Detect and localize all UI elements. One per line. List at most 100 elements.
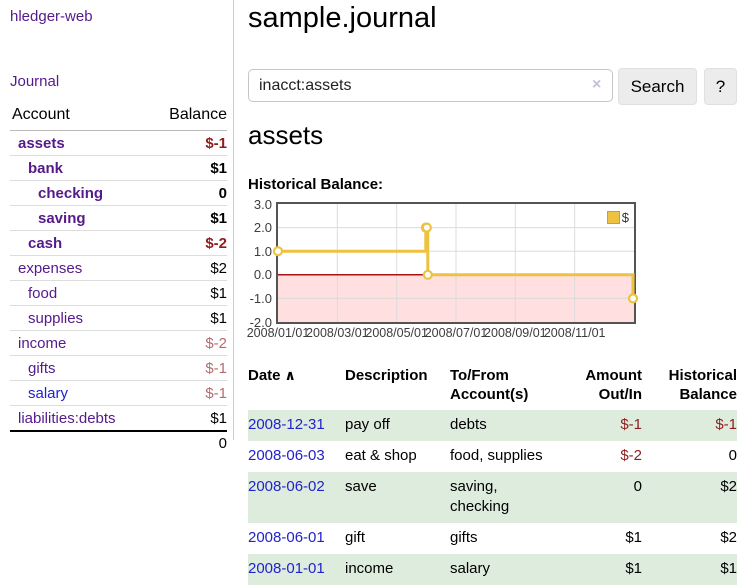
- transaction-balance: 0: [728, 447, 737, 464]
- sidebar-account-link[interactable]: supplies: [28, 309, 84, 327]
- account-column-header: Account: [12, 106, 70, 123]
- sidebar-accounts-header: Account Balance: [10, 104, 227, 131]
- search-button[interactable]: Search: [618, 68, 697, 105]
- transaction-row[interactable]: 2008-12-31 pay off debts $-1 $-1: [248, 410, 737, 441]
- transaction-description: eat & shop: [345, 447, 417, 464]
- y-axis-tick-label: 1.0: [253, 243, 272, 259]
- transaction-description: save: [345, 478, 377, 495]
- sidebar-account-balance: $-1: [205, 359, 227, 377]
- tofrom-column-header: To/From Account(s): [450, 367, 529, 403]
- transactions-header-row: Date ∧ Description To/From Account(s) Amo…: [248, 364, 737, 410]
- balance-column-header: Historical Balance: [668, 367, 737, 403]
- date-header-label: Date: [248, 367, 281, 384]
- transaction-balance: $1: [720, 560, 737, 577]
- sidebar-account-balance: $-1: [205, 134, 227, 152]
- transaction-balance: $2: [720, 529, 737, 546]
- chart-legend: $: [606, 210, 629, 225]
- sidebar-account-balance: $1: [210, 159, 227, 177]
- data-point-marker: [272, 246, 284, 257]
- balance-chart[interactable]: $: [272, 202, 639, 324]
- transaction-date-link[interactable]: 2008-06-03: [248, 447, 325, 464]
- sidebar-account-row: liabilities:debts $1: [10, 406, 227, 431]
- date-column-header[interactable]: Date ∧: [248, 364, 345, 410]
- sidebar-account-link[interactable]: gifts: [28, 359, 56, 377]
- transaction-accounts: salary: [450, 560, 491, 577]
- sidebar-account-link[interactable]: salary: [28, 384, 69, 402]
- y-axis-tick-label: -1.0: [249, 290, 272, 306]
- transaction-row[interactable]: 2008-06-01 gift gifts $1 $2: [248, 523, 737, 554]
- x-axis-tick-label: 2008/07/01: [424, 326, 488, 340]
- sidebar-account-link[interactable]: bank: [28, 159, 64, 177]
- transaction-description: pay off: [345, 416, 390, 433]
- legend-label: $: [621, 210, 629, 225]
- chart-canvas: [272, 204, 639, 322]
- description-column-header: Description: [345, 367, 428, 384]
- sidebar-account-row: income $-2: [10, 331, 227, 356]
- chart-title: Historical Balance:: [248, 176, 384, 193]
- help-button[interactable]: ?: [704, 68, 737, 105]
- y-axis-tick-label: 3.0: [253, 196, 272, 212]
- account-heading: assets: [248, 120, 324, 150]
- sidebar-divider: [233, 0, 234, 440]
- sidebar-accounts: assets $-1 bank $1 checking 0 saving $1 cash $-2 e…: [10, 131, 227, 431]
- sidebar-account-balance: $-1: [205, 384, 227, 402]
- sidebar-account-row: food $1: [10, 281, 227, 306]
- legend-swatch: [606, 211, 620, 224]
- sidebar-account-row: supplies $1: [10, 306, 227, 331]
- transaction-row[interactable]: 2008-06-03 eat & shop food, supplies $-2 0: [248, 441, 737, 472]
- transaction-date-link[interactable]: 2008-12-31: [248, 416, 325, 433]
- transaction-balance: $-1: [715, 416, 737, 433]
- transactions-table: Date ∧ Description To/From Account(s) Amo…: [248, 364, 737, 585]
- sidebar-account-row: salary $-1: [10, 381, 227, 406]
- sidebar-account-link[interactable]: checking: [38, 184, 104, 202]
- sidebar-accounts-table: Account Balance assets $-1 bank $1 checking 0…: [10, 104, 227, 455]
- transaction-date-link[interactable]: 2008-01-01: [248, 560, 325, 577]
- x-axis-tick-label: 2008/01/01: [246, 326, 310, 340]
- sidebar-account-link[interactable]: saving: [38, 209, 86, 227]
- transaction-accounts: saving, checking: [450, 478, 510, 515]
- data-point-marker: [627, 293, 639, 304]
- balance-column-header: Balance: [169, 106, 227, 123]
- x-axis-tick-label: 2008/03/01: [306, 326, 369, 340]
- search-input[interactable]: [248, 69, 613, 102]
- data-point-marker: [421, 222, 432, 233]
- sidebar-account-link[interactable]: cash: [28, 234, 63, 252]
- x-axis-tick-label: 2008/09/01: [484, 326, 547, 340]
- sidebar-account-link[interactable]: food: [28, 284, 58, 302]
- sidebar-account-balance: $-2: [205, 234, 227, 252]
- transaction-amount: 0: [633, 478, 642, 495]
- sidebar-account-balance: $1: [210, 409, 227, 427]
- sidebar-account-row: bank $1: [10, 156, 227, 181]
- clear-search-icon[interactable]: ×: [592, 76, 602, 93]
- transaction-accounts: gifts: [450, 529, 478, 546]
- y-axis-tick-label: 0.0: [253, 267, 272, 283]
- sidebar-account-row: saving $1: [10, 206, 227, 231]
- sidebar-item-journal[interactable]: Journal: [10, 73, 60, 90]
- sidebar-account-row: expenses $2: [10, 256, 227, 281]
- sidebar-account-row: gifts $-1: [10, 356, 227, 381]
- app-brand-link[interactable]: hledger-web: [10, 8, 93, 25]
- x-axis-tick-label: 2008/11/01: [543, 326, 606, 340]
- transaction-amount: $1: [625, 560, 642, 577]
- transaction-description: gift: [345, 529, 366, 546]
- y-axis-tick-label: 2.0: [253, 220, 272, 236]
- transaction-date-link[interactable]: 2008-06-02: [248, 478, 325, 495]
- amount-column-header: Amount Out/In: [585, 367, 642, 403]
- transaction-amount: $-2: [620, 447, 642, 464]
- transaction-amount: $-1: [620, 416, 642, 433]
- sidebar-account-balance: $1: [210, 284, 227, 302]
- sidebar-account-row: cash $-2: [10, 231, 227, 256]
- transaction-row[interactable]: 2008-01-01 income salary $1 $1: [248, 554, 737, 585]
- sidebar-total-row: 0: [10, 430, 227, 455]
- x-axis-tick-label: 2008/05/01: [365, 326, 428, 340]
- transaction-date-link[interactable]: 2008-06-01: [248, 529, 325, 546]
- sidebar-account-row: checking 0: [10, 181, 227, 206]
- sidebar-account-link[interactable]: liabilities:debts: [18, 409, 116, 427]
- sidebar-account-link[interactable]: expenses: [18, 259, 83, 277]
- sidebar-account-balance: $-2: [205, 334, 227, 352]
- y-axis-tick-label: -2.0: [249, 314, 272, 330]
- data-point-marker: [422, 269, 433, 280]
- sidebar-account-link[interactable]: income: [18, 334, 67, 352]
- sidebar-account-link[interactable]: assets: [18, 134, 65, 152]
- transaction-row[interactable]: 2008-06-02 save saving, checking 0 $2: [248, 472, 737, 523]
